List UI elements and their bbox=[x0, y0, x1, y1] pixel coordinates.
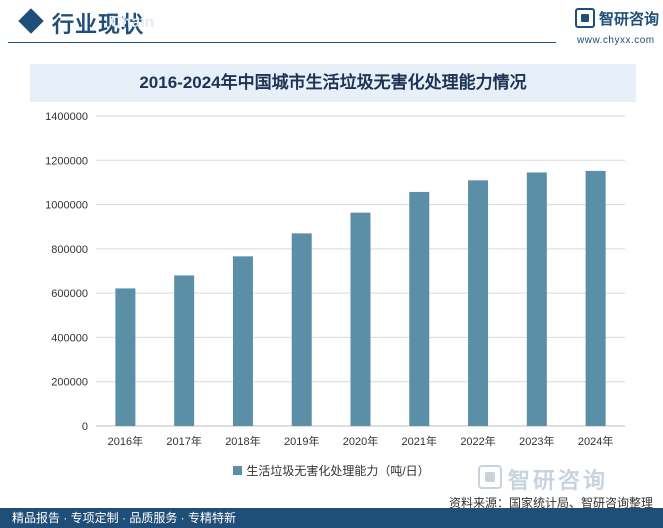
chart-title-band: 2016-2024年中国城市生活垃圾无害化处理能力情况 bbox=[30, 64, 636, 102]
x-tick-label: 2016年 bbox=[108, 434, 143, 448]
brand-url: www.chyxx.com bbox=[577, 35, 655, 46]
bar bbox=[174, 275, 195, 426]
x-tick-label: 2019年 bbox=[284, 434, 319, 448]
footer-tags: 精品报告 · 专项定制 · 品质服务 · 专精特新 bbox=[12, 511, 236, 525]
y-tick-label: 600000 bbox=[51, 288, 88, 300]
legend-swatch bbox=[233, 466, 243, 476]
x-tick-label: 2021年 bbox=[402, 434, 437, 448]
source-note: 资料来源：国家统计局、智研咨询整理 bbox=[448, 496, 653, 510]
footer-logo-text: 智研咨询 bbox=[508, 468, 609, 493]
bar bbox=[115, 288, 136, 426]
bar bbox=[409, 191, 430, 426]
footer-logo: 智研咨询 bbox=[478, 465, 658, 493]
bar bbox=[468, 180, 489, 426]
footer-logo-icon bbox=[478, 465, 502, 489]
header-watermark: Chain bbox=[110, 14, 155, 31]
brand-logo: 智研咨询 www.chyxx.com bbox=[575, 8, 659, 48]
y-tick-label: 1400000 bbox=[45, 111, 88, 123]
footer-bar: 精品报告 · 专项定制 · 品质服务 · 专精特新 bbox=[0, 508, 663, 528]
x-tick-label: 2024年 bbox=[578, 434, 613, 448]
x-tick-label: 2020年 bbox=[343, 434, 378, 448]
x-tick-label: 2023年 bbox=[519, 434, 554, 448]
y-tick-label: 400000 bbox=[51, 332, 88, 344]
legend-label: 生活垃圾无害化处理能力（吨/日） bbox=[246, 464, 430, 478]
header: 行业现状 Chain bbox=[0, 0, 663, 48]
y-tick-label: 0 bbox=[82, 421, 88, 433]
bar bbox=[232, 256, 253, 426]
chart-legend: 生活垃圾无害化处理能力（吨/日） bbox=[0, 462, 663, 479]
y-tick-label: 800000 bbox=[51, 244, 88, 256]
x-tick-label: 2022年 bbox=[460, 434, 495, 448]
x-tick-label: 2018年 bbox=[225, 434, 260, 448]
brand-name: 智研咨询 bbox=[599, 11, 660, 28]
brand-logo-icon bbox=[575, 8, 595, 28]
y-tick-label: 1200000 bbox=[45, 155, 88, 167]
header-rule bbox=[8, 42, 556, 43]
bar bbox=[585, 170, 606, 426]
chart-title: 2016-2024年中国城市生活垃圾无害化处理能力情况 bbox=[139, 73, 527, 92]
bar bbox=[350, 212, 371, 426]
section-title: 行业现状 bbox=[52, 12, 145, 37]
y-tick-label: 200000 bbox=[51, 377, 88, 389]
x-tick-label: 2017年 bbox=[166, 434, 201, 448]
bar bbox=[291, 233, 312, 426]
y-tick-label: 1000000 bbox=[45, 200, 88, 212]
bar bbox=[526, 172, 547, 426]
